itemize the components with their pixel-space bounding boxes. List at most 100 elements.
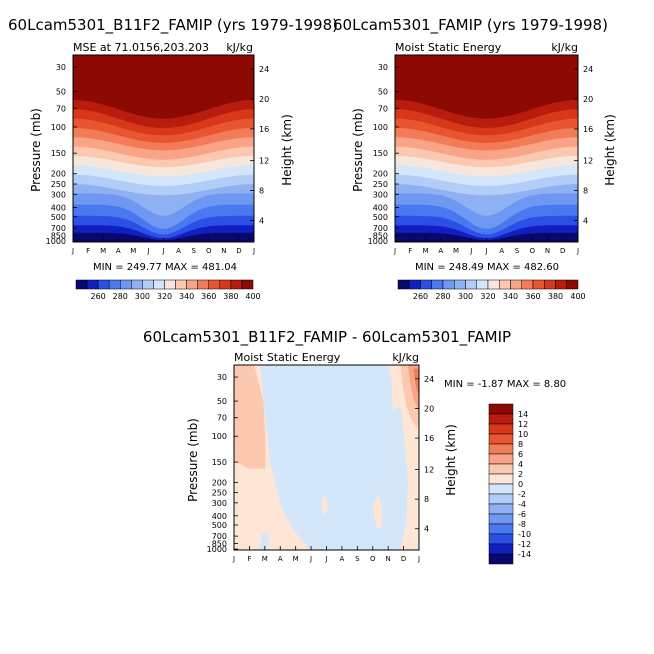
panel-famip-mse: 60Lcam5301_FAMIP (yrs 1979-1998) Moist S… [333, 16, 617, 301]
colorbar-label: 400 [570, 292, 585, 301]
pressure-tick-label: 700 [373, 224, 388, 233]
pressure-axis-label: Pressure (mb) [186, 418, 200, 502]
pressure-tick-label: 300 [373, 190, 388, 199]
pressure-tick-label: 250 [212, 489, 227, 498]
height-tick-label: 12 [259, 157, 269, 166]
contour-band [372, 494, 382, 528]
height-tick-label: 20 [424, 404, 434, 413]
colorbar-label: 260 [413, 292, 428, 301]
pressure-tick-label: 1000 [207, 545, 227, 554]
month-tick-label: N [386, 555, 391, 563]
pressure-tick-label: 150 [212, 458, 227, 467]
pressure-tick-label: 500 [212, 521, 227, 530]
colorbar-swatch [521, 279, 534, 290]
colorbar-swatch [476, 279, 489, 290]
height-tick-label: 4 [259, 216, 264, 225]
pressure-tick-label: 50 [56, 87, 66, 96]
panel-title: 60Lcam5301_B11F2_FAMIP - 60Lcam5301_FAMI… [143, 328, 511, 347]
height-tick-label: 24 [424, 375, 434, 384]
colorbar-label: 4 [518, 460, 523, 469]
colorbar-swatch [488, 523, 514, 535]
colorbar-swatch [488, 503, 514, 515]
colorbar-label: 10 [518, 430, 528, 439]
contour-band [259, 531, 270, 550]
month-tick-label: J [252, 247, 255, 255]
colorbar-swatch [510, 279, 522, 290]
month-tick-label: A [116, 247, 121, 255]
colorbar-label: 14 [518, 410, 528, 419]
height-tick-labels: 4 8 12 16 20 24 [259, 65, 269, 225]
colorbar-label: -12 [518, 540, 531, 549]
height-tick-labels: 4 8 12 16 20 24 [583, 65, 593, 225]
month-tick-label: F [408, 247, 412, 255]
colorbar-label: 0 [518, 480, 523, 489]
colorbar-swatch [488, 553, 514, 565]
height-tick-label: 20 [259, 95, 269, 104]
pressure-tick-label: 250 [373, 180, 388, 189]
panel-b11f2-mse: 60Lcam5301_B11F2_FAMIP (yrs 1979-1998) M… [8, 16, 338, 301]
month-tick-label: A [176, 247, 181, 255]
pressure-tick-label: 700 [212, 532, 227, 541]
height-axis-label: Height (km) [603, 114, 617, 185]
panel-difference: 60Lcam5301_B11F2_FAMIP - 60Lcam5301_FAMI… [143, 328, 566, 565]
month-tick-label: A [340, 555, 345, 563]
pressure-tick-label: 30 [378, 63, 388, 72]
height-tick-label: 4 [424, 525, 429, 534]
pressure-tick-label: 100 [373, 123, 388, 132]
month-tick-label: D [401, 555, 406, 563]
pressure-tick-label: 500 [51, 213, 66, 222]
month-tick-label: S [515, 247, 520, 255]
month-tick-label: J [484, 247, 487, 255]
colorbar-label: -4 [518, 500, 526, 509]
panel-title: 60Lcam5301_FAMIP (yrs 1979-1998) [333, 16, 608, 35]
colorbar-label: 360 [525, 292, 540, 301]
contour-fills [73, 55, 254, 242]
colorbar-swatch [431, 279, 444, 290]
pressure-tick-label: 200 [212, 478, 227, 487]
height-tick-labels: 4 8 12 16 20 24 [424, 375, 434, 534]
month-tick-label: J [71, 247, 74, 255]
pressure-axis-label: Pressure (mb) [351, 108, 365, 192]
pressure-tick-label: 1000 [368, 237, 388, 246]
colorbar-swatch [488, 403, 514, 415]
colorbar-swatch [487, 279, 500, 290]
colorbar-swatch [555, 279, 567, 290]
pressure-tick-label: 100 [51, 123, 66, 132]
month-tick-label: F [247, 555, 251, 563]
month-tick-label: D [236, 247, 241, 255]
min-max-label: MIN = 249.77 MAX = 481.04 [93, 262, 237, 273]
contour-band [413, 368, 419, 397]
colorbar-swatch [108, 279, 121, 290]
colorbar-swatch [488, 443, 514, 455]
colorbar-label: 300 [458, 292, 473, 301]
colorbar-swatch [175, 279, 187, 290]
month-tick-label: J [232, 555, 235, 563]
month-tick-label: O [370, 555, 376, 563]
month-tick-label: A [499, 247, 504, 255]
colorbar-label: 260 [90, 292, 105, 301]
month-tick-label: N [545, 247, 550, 255]
height-axis-label: Height (km) [280, 114, 294, 185]
month-tick-label: J [576, 247, 579, 255]
month-tick-label: O [529, 247, 535, 255]
colorbar-swatch [75, 279, 88, 290]
colorbar-label: 380 [223, 292, 238, 301]
colorbar-label: -14 [518, 550, 531, 559]
panel-units: kJ/kg [392, 351, 419, 364]
colorbar-label: 400 [245, 292, 260, 301]
colorbar-swatch [454, 279, 466, 290]
height-tick-label: 24 [583, 65, 593, 74]
colorbar-swatch [488, 513, 514, 525]
month-tick-label: A [278, 555, 283, 563]
colorbar-label: 8 [518, 440, 523, 449]
colorbar-swatch [488, 453, 514, 465]
contour-band [234, 365, 266, 469]
min-max-label: MIN = -1.87 MAX = 8.80 [444, 379, 566, 390]
colorbar-swatch [488, 533, 514, 545]
panel-subtitle: Moist Static Energy [395, 41, 502, 54]
colorbar-swatch [186, 279, 198, 290]
